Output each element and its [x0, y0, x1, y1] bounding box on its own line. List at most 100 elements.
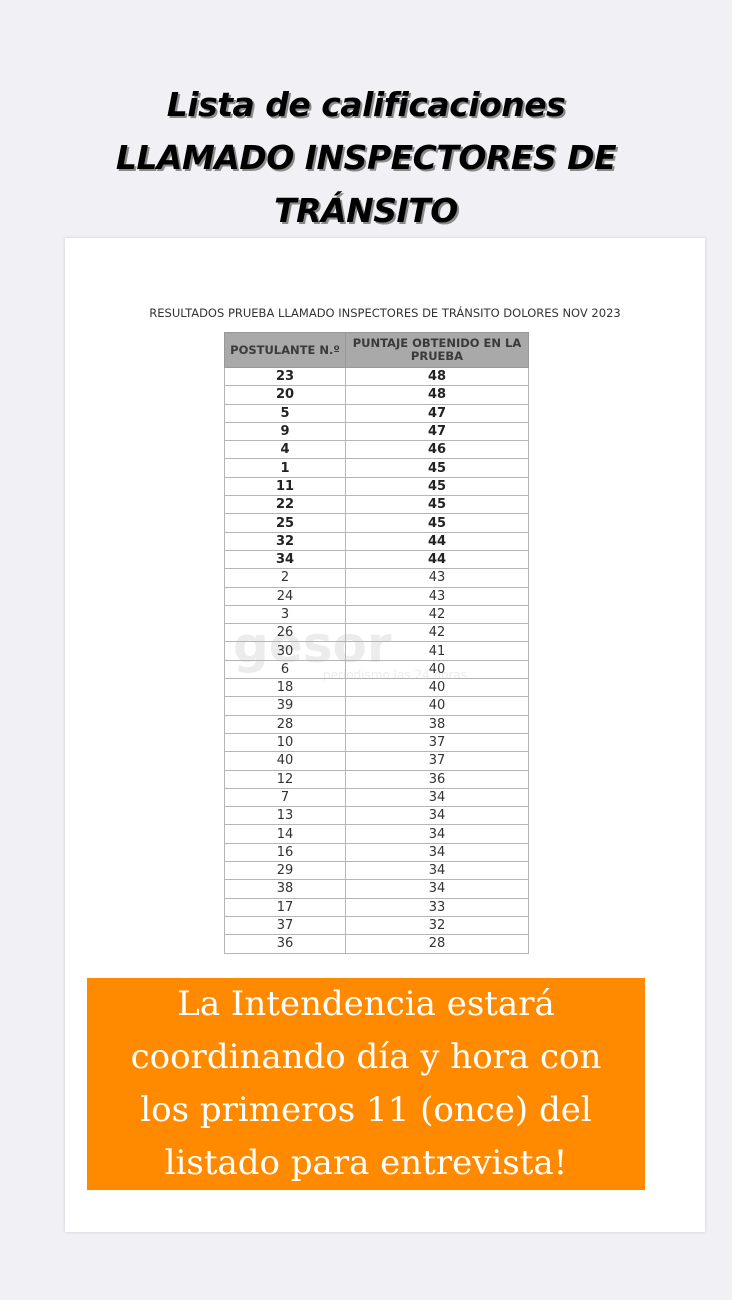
puntaje-cell: 34 [345, 787, 529, 808]
postulante-cell: 10 [224, 732, 346, 753]
postulante-cell: 38 [224, 879, 346, 899]
table-row: 30 41 [224, 641, 529, 661]
table-row: 4 46 [224, 440, 529, 460]
results-document: RESULTADOS PRUEBA LLAMADO INSPECTORES DE… [65, 238, 705, 1232]
postulante-cell: 18 [224, 678, 346, 698]
document-heading: RESULTADOS PRUEBA LLAMADO INSPECTORES DE… [149, 306, 621, 320]
table-row: 11 45 [224, 476, 529, 497]
puntaje-cell: 47 [345, 421, 529, 442]
notice-line: La Intendencia estará [177, 984, 555, 1024]
puntaje-cell: 40 [345, 678, 529, 698]
postulante-cell: 6 [224, 659, 346, 680]
table-row: 7 34 [224, 787, 529, 808]
table-row: 29 34 [224, 861, 529, 881]
postulante-cell: 28 [224, 714, 346, 734]
puntaje-cell: 34 [345, 861, 529, 881]
puntaje-cell: 40 [345, 696, 529, 716]
puntaje-cell: 34 [345, 842, 529, 863]
results-table: POSTULANTE N.º PUNTAJE OBTENIDO EN LA PR… [224, 332, 529, 954]
postulante-cell: 37 [224, 915, 346, 936]
puntaje-cell: 34 [345, 806, 529, 826]
table-row: 23 48 [224, 366, 529, 387]
notice-line: listado para entrevista! [164, 1143, 568, 1183]
column-header-postulante: POSTULANTE N.º [224, 332, 346, 368]
puntaje-cell: 34 [345, 824, 529, 844]
postulante-cell: 9 [224, 421, 346, 442]
puntaje-cell: 43 [345, 586, 529, 606]
postulante-cell: 5 [224, 403, 346, 423]
postulante-cell: 22 [224, 495, 346, 515]
table-row: 22 45 [224, 495, 529, 515]
table-row: 18 40 [224, 678, 529, 698]
table-row: 17 33 [224, 897, 529, 917]
puntaje-cell: 45 [345, 513, 529, 533]
title-line: Lista de calificaciones [166, 85, 566, 124]
table-row: 10 37 [224, 732, 529, 753]
table-row: 25 45 [224, 513, 529, 533]
postulante-cell: 25 [224, 513, 346, 533]
puntaje-cell: 38 [345, 714, 529, 734]
table-row: 32 44 [224, 531, 529, 551]
puntaje-cell: 40 [345, 659, 529, 680]
puntaje-cell: 44 [345, 549, 529, 570]
puntaje-cell: 41 [345, 641, 529, 661]
puntaje-cell: 48 [345, 385, 529, 405]
puntaje-cell: 37 [345, 751, 529, 771]
notice-line: coordinando día y hora con [130, 1037, 602, 1077]
table-row: 36 28 [224, 934, 529, 954]
table-row: 13 34 [224, 806, 529, 826]
postulante-cell: 29 [224, 861, 346, 881]
puntaje-cell: 28 [345, 934, 529, 954]
puntaje-cell: 47 [345, 403, 529, 423]
table-row: 20 48 [224, 385, 529, 405]
table-row: 38 34 [224, 879, 529, 899]
puntaje-cell: 45 [345, 458, 529, 478]
table-row: 16 34 [224, 842, 529, 863]
postulante-cell: 2 [224, 568, 346, 588]
puntaje-cell: 48 [345, 366, 529, 387]
postulante-cell: 39 [224, 696, 346, 716]
postulante-cell: 1 [224, 458, 346, 478]
puntaje-cell: 45 [345, 476, 529, 497]
postulante-cell: 7 [224, 787, 346, 808]
postulante-cell: 34 [224, 549, 346, 570]
table-row: 24 43 [224, 586, 529, 606]
puntaje-cell: 33 [345, 897, 529, 917]
table-row: 40 37 [224, 751, 529, 771]
postulante-cell: 30 [224, 641, 346, 661]
postulante-cell: 36 [224, 934, 346, 954]
table-row: 28 38 [224, 714, 529, 734]
puntaje-cell: 42 [345, 604, 529, 625]
postulante-cell: 17 [224, 897, 346, 917]
table-row: 9 47 [224, 421, 529, 442]
postulante-cell: 13 [224, 806, 346, 826]
table-header: POSTULANTE N.º PUNTAJE OBTENIDO EN LA PR… [224, 332, 529, 368]
table-row: 39 40 [224, 696, 529, 716]
table-row: 12 36 [224, 769, 529, 789]
postulante-cell: 32 [224, 531, 346, 551]
postulante-cell: 23 [224, 366, 346, 387]
table-row: 2 43 [224, 568, 529, 588]
puntaje-cell: 46 [345, 440, 529, 460]
table-row: 6 40 [224, 659, 529, 680]
column-header-puntaje: PUNTAJE OBTENIDO EN LA PRUEBA [345, 332, 529, 368]
postulante-cell: 12 [224, 769, 346, 789]
title-line: TRÁNSITO [274, 191, 458, 230]
puntaje-cell: 45 [345, 495, 529, 515]
puntaje-cell: 44 [345, 531, 529, 551]
puntaje-cell: 37 [345, 732, 529, 753]
title-line: LLAMADO INSPECTORES DE [115, 138, 617, 177]
table-row: 26 42 [224, 623, 529, 643]
table-row: 34 44 [224, 549, 529, 570]
postulante-cell: 14 [224, 824, 346, 844]
postulante-cell: 11 [224, 476, 346, 497]
table-row: 14 34 [224, 824, 529, 844]
postulante-cell: 26 [224, 623, 346, 643]
postulante-cell: 16 [224, 842, 346, 863]
puntaje-cell: 43 [345, 568, 529, 588]
puntaje-cell: 32 [345, 915, 529, 936]
postulante-cell: 3 [224, 604, 346, 625]
table-row: 37 32 [224, 915, 529, 936]
postulante-cell: 4 [224, 440, 346, 460]
puntaje-cell: 34 [345, 879, 529, 899]
